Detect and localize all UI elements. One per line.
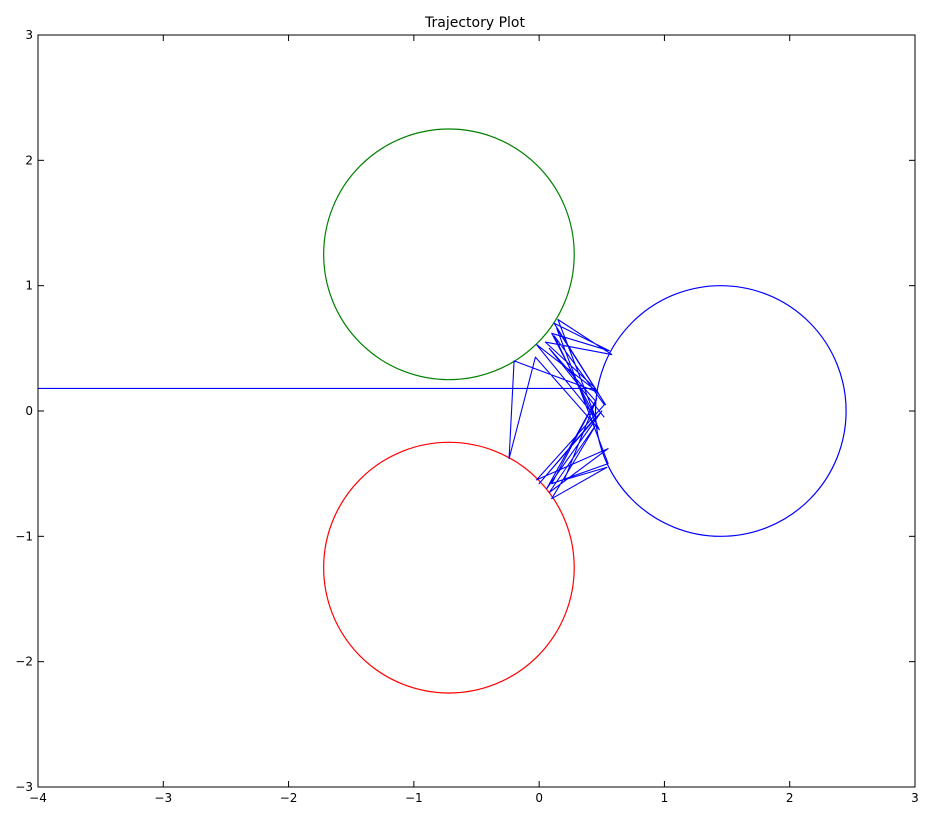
red-circle [323, 441, 575, 694]
y-tick-label: 3 [25, 28, 33, 42]
y-tick-label: 0 [25, 404, 33, 418]
trajectory-line [38, 318, 613, 500]
green-circle [323, 128, 575, 381]
x-tick-label: 2 [786, 791, 794, 805]
axes-frame [37, 34, 916, 788]
y-tick-label: −2 [15, 655, 33, 669]
x-tick-label: −2 [280, 791, 298, 805]
x-tick-label: −3 [154, 791, 172, 805]
y-tick-label: 1 [25, 279, 33, 293]
x-tick-label: 3 [911, 791, 919, 805]
blue-circle [594, 285, 847, 537]
y-tick-label: 2 [25, 153, 33, 167]
chart-title: Trajectory Plot [424, 15, 525, 31]
x-tick-label: −4 [29, 791, 47, 805]
x-tick-label: 1 [661, 791, 669, 805]
x-tick-label: 0 [535, 791, 543, 805]
y-tick-label: −3 [15, 780, 33, 794]
x-tick-label: −1 [405, 791, 423, 805]
y-tick-label: −1 [15, 529, 33, 543]
